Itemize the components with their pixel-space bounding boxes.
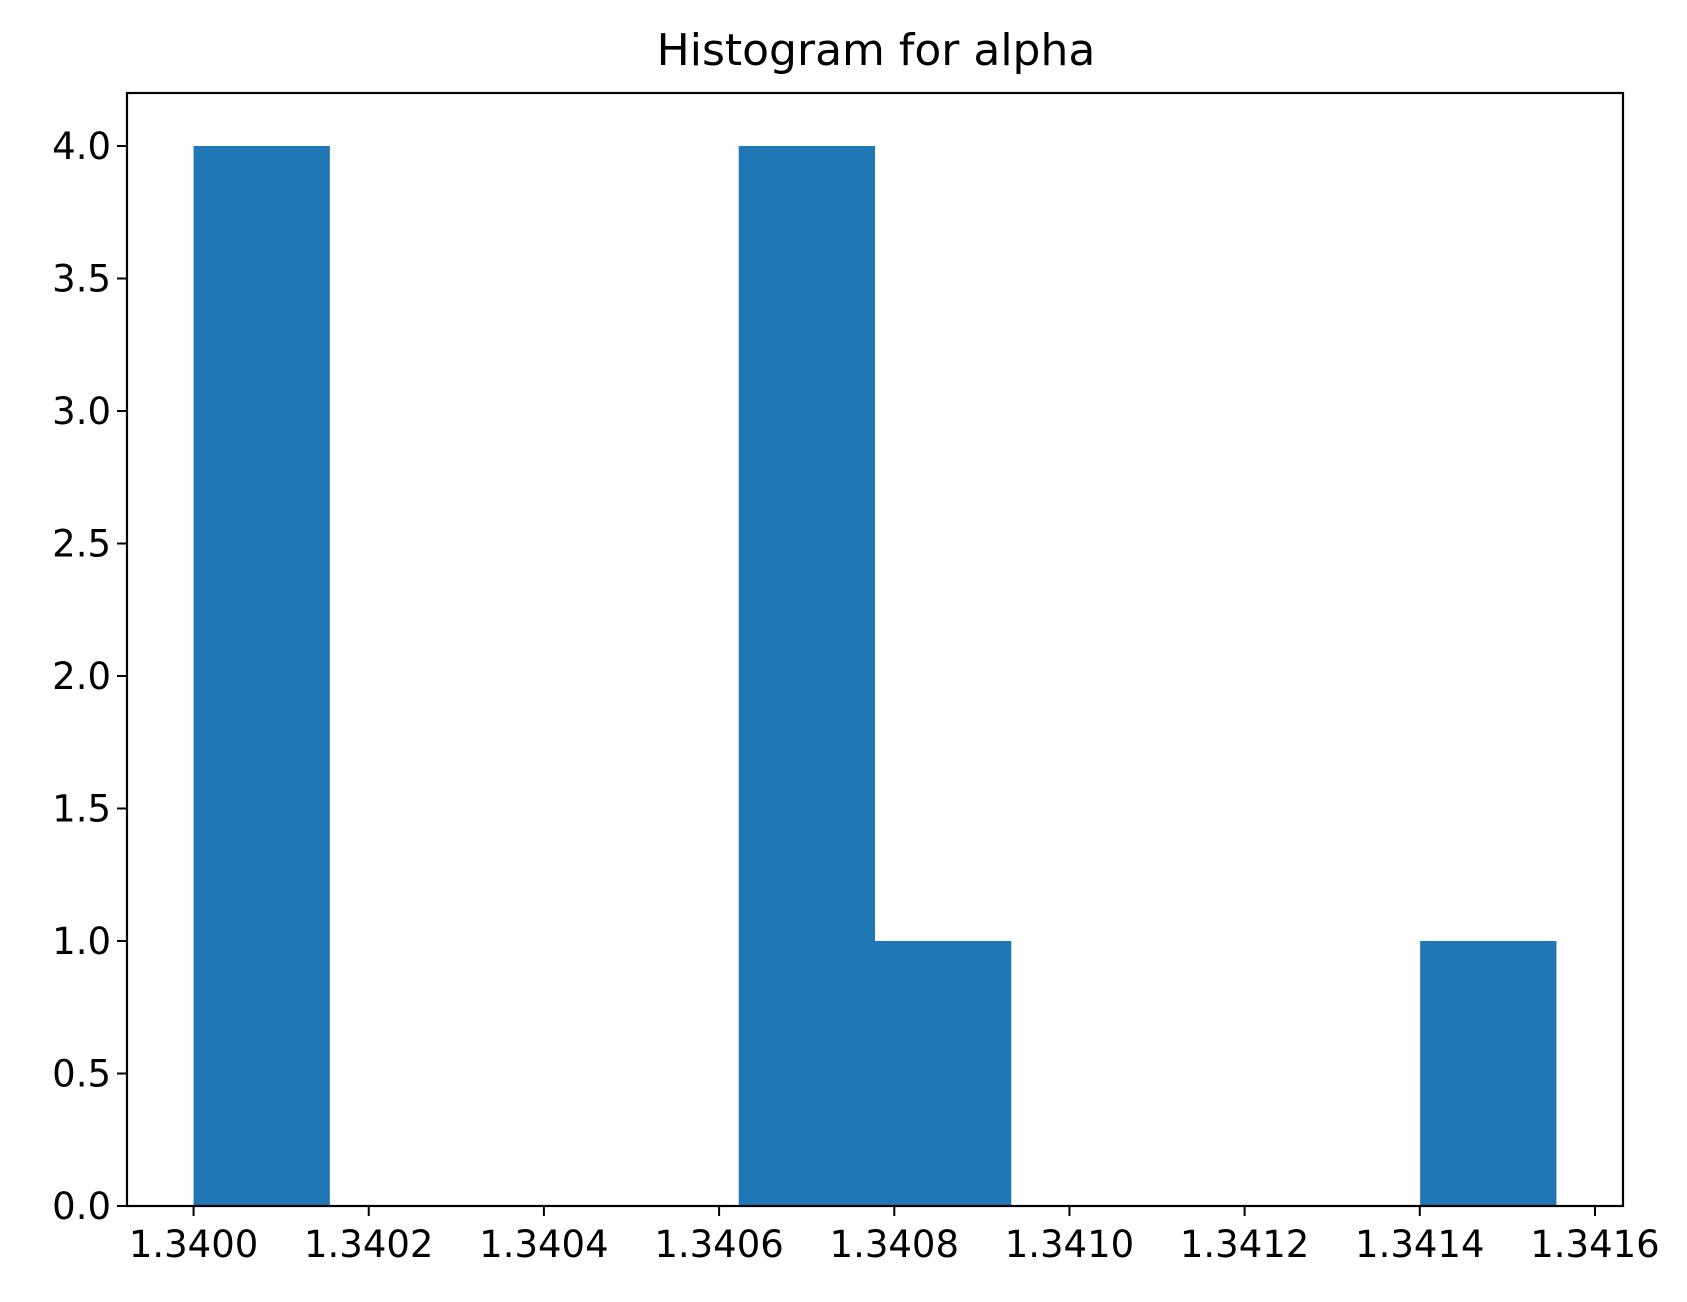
bars-group [193,146,1557,1206]
histogram-bar-5 [875,941,1012,1206]
x-tick-label-3: 1.3406 [654,1223,783,1266]
x-tick-label-6: 1.3412 [1180,1223,1309,1266]
y-tick-label-1: 0.5 [52,1053,111,1096]
x-axis: 1.3400 1.3402 1.3404 1.3406 1.3408 1.3410 1.34… [129,1206,1660,1266]
plot-frame [125,91,1625,1208]
x-tick-label-8: 1.3416 [1530,1223,1659,1266]
histogram-bar-0 [193,146,330,1206]
y-tick-label-4: 2.0 [52,655,111,698]
x-tick-label-2: 1.3404 [479,1223,608,1266]
histogram-bar-4 [738,146,875,1206]
x-tick-label-4: 1.3408 [830,1223,959,1266]
y-tick-label-0: 0.0 [52,1185,111,1228]
y-tick-label-6: 3.0 [52,390,111,433]
x-tick-label-5: 1.3410 [1005,1223,1134,1266]
x-tick-label-0: 1.3400 [129,1223,258,1266]
y-tick-label-5: 2.5 [52,523,111,566]
x-tick-label-7: 1.3414 [1355,1223,1484,1266]
y-tick-label-3: 1.5 [52,788,111,831]
y-tick-label-8: 4.0 [52,125,111,168]
y-tick-label-7: 3.5 [52,258,111,301]
y-axis: 0.0 0.5 1.0 1.5 2.0 2.5 3.0 3.5 4.0 [52,125,127,1228]
chart-title: Histogram for alpha [657,25,1096,76]
x-tick-label-1: 1.3402 [304,1223,433,1266]
y-tick-label-2: 1.0 [52,920,111,963]
histogram-bar-9 [1420,941,1557,1206]
